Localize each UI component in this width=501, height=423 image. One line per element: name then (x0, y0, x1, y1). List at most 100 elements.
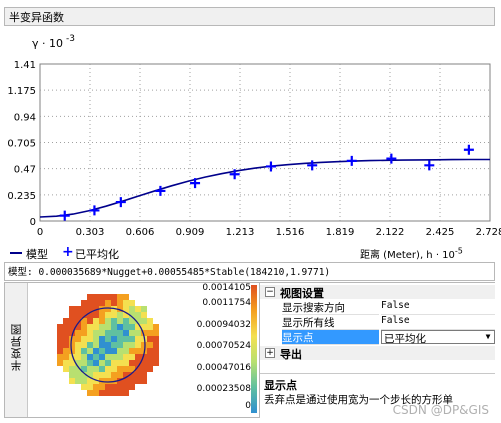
semivariogram-surface-tab[interactable]: 半变异图 (5, 283, 28, 417)
surface-cell (129, 336, 135, 342)
surface-cell (81, 342, 87, 348)
surface-cell (123, 354, 129, 360)
surface-cell (99, 354, 105, 360)
semivariogram-chart[interactable]: 0 0.303 0.606 0.909 1.213 1.516 1.819 2.122 2.42… (0, 28, 501, 246)
surface-cell (147, 348, 153, 354)
surface-cell (87, 336, 93, 342)
surface-cell (69, 354, 75, 360)
scale-value: 0.00047016 (196, 363, 251, 373)
surface-cell (57, 348, 63, 354)
watermark: CSDN @DP&GIS (392, 403, 489, 417)
surface-cell (87, 354, 93, 360)
surface-cell (81, 336, 87, 342)
prop-row-show-points[interactable]: 显示点 已平均化 ▼ (260, 330, 495, 345)
surface-cell (153, 324, 159, 330)
surface-cell (75, 342, 81, 348)
surface-cell (93, 372, 99, 378)
prop-row-all-lines[interactable]: 显示所有线 False (260, 315, 495, 330)
prop-dropdown[interactable]: 已平均化 ▼ (381, 330, 495, 345)
x-axis-label-exponent: -5 (454, 246, 463, 256)
surface-cell (123, 330, 129, 336)
y-tick-label: 0.235 (7, 191, 36, 202)
surface-cell (129, 330, 135, 336)
surface-cell (147, 330, 153, 336)
model-formula-bar: 模型: 0.000035689*Nugget+0.00055485*Stable… (4, 262, 495, 281)
surface-cell (93, 318, 99, 324)
surface-cell (75, 318, 81, 324)
surface-cell (111, 390, 117, 396)
surface-cell (117, 348, 123, 354)
legend-averaged-label: 已平均化 (75, 248, 119, 261)
scale-value: 0.0014105 (202, 283, 251, 293)
surface-cell (81, 348, 87, 354)
x-axis-label: 距离 (Meter), h · 10-5 (360, 246, 463, 261)
surface-cell (129, 312, 135, 318)
surface-cell (81, 300, 87, 306)
expand-icon[interactable]: + (265, 348, 275, 358)
surface-cell (141, 342, 147, 348)
surface-cell (99, 336, 105, 342)
surface-cell (141, 324, 147, 330)
scale-value: 0.00094032 (196, 320, 251, 330)
group-view-settings[interactable]: − 视图设置 (260, 285, 495, 300)
surface-cell (141, 318, 147, 324)
semivariogram-surface-map[interactable] (28, 283, 188, 417)
surface-cell (87, 306, 93, 312)
averaged-point (424, 160, 435, 171)
surface-cell (111, 300, 117, 306)
surface-cell (81, 354, 87, 360)
x-tick-label: 0.909 (176, 227, 205, 238)
surface-cell (123, 324, 129, 330)
surface-cell (69, 324, 75, 330)
averaged-point (115, 197, 126, 208)
surface-cell (81, 324, 87, 330)
property-description: 显示点 丢弃点是通过使用宽为一个步长的方形单 (260, 373, 495, 418)
surface-cell (141, 312, 147, 318)
surface-cell (69, 342, 75, 348)
surface-cell (87, 330, 93, 336)
surface-cell (87, 366, 93, 372)
surface-cell (105, 306, 111, 312)
surface-cell (81, 366, 87, 372)
collapse-icon[interactable]: − (265, 287, 275, 297)
surface-cell (99, 294, 105, 300)
x-tick-label: 0.606 (126, 227, 155, 238)
prop-label: 显示搜索方向 (282, 300, 379, 315)
surface-cell (75, 348, 81, 354)
surface-cell (75, 306, 81, 312)
surface-cell (105, 312, 111, 318)
surface-cell (147, 336, 153, 342)
surface-cell (111, 342, 117, 348)
y-tick-label: 0.94 (14, 112, 36, 123)
x-tick-label: 2.425 (426, 227, 455, 238)
surface-cell (63, 324, 69, 330)
surface-cell (87, 384, 93, 390)
surface-cell (123, 348, 129, 354)
chevron-down-icon[interactable]: ▼ (485, 332, 491, 341)
surface-cell (147, 342, 153, 348)
surface-cell (99, 318, 105, 324)
surface-cell (63, 342, 69, 348)
surface-cell (75, 366, 81, 372)
surface-cell (123, 306, 129, 312)
scale-value: 0.00023508 (196, 384, 251, 394)
prop-value[interactable]: False (381, 315, 495, 330)
group-view-settings-label: 视图设置 (280, 287, 324, 300)
surface-cell (147, 366, 153, 372)
group-export[interactable]: + 导出 (260, 346, 495, 361)
y-tick-label: 0 (30, 217, 36, 228)
surface-cell (135, 354, 141, 360)
prop-row-search-direction[interactable]: 显示搜索方向 False (260, 300, 495, 315)
x-tick-label: 0.303 (76, 227, 105, 238)
surface-cell (129, 318, 135, 324)
prop-value[interactable]: False (381, 300, 495, 315)
surface-cell (105, 372, 111, 378)
surface-cell (57, 354, 63, 360)
color-scale: 0.0014105 0.0011754 0.00094032 0.0007052… (189, 283, 257, 417)
surface-cell (135, 360, 141, 366)
surface-cell (147, 324, 153, 330)
legend-model-swatch (10, 252, 22, 254)
chart-legend: 模型 + 已平均化 距离 (Meter), h · 10-5 (4, 244, 493, 262)
prop-dropdown-value: 已平均化 (384, 333, 426, 345)
color-scale-bar (251, 285, 257, 413)
